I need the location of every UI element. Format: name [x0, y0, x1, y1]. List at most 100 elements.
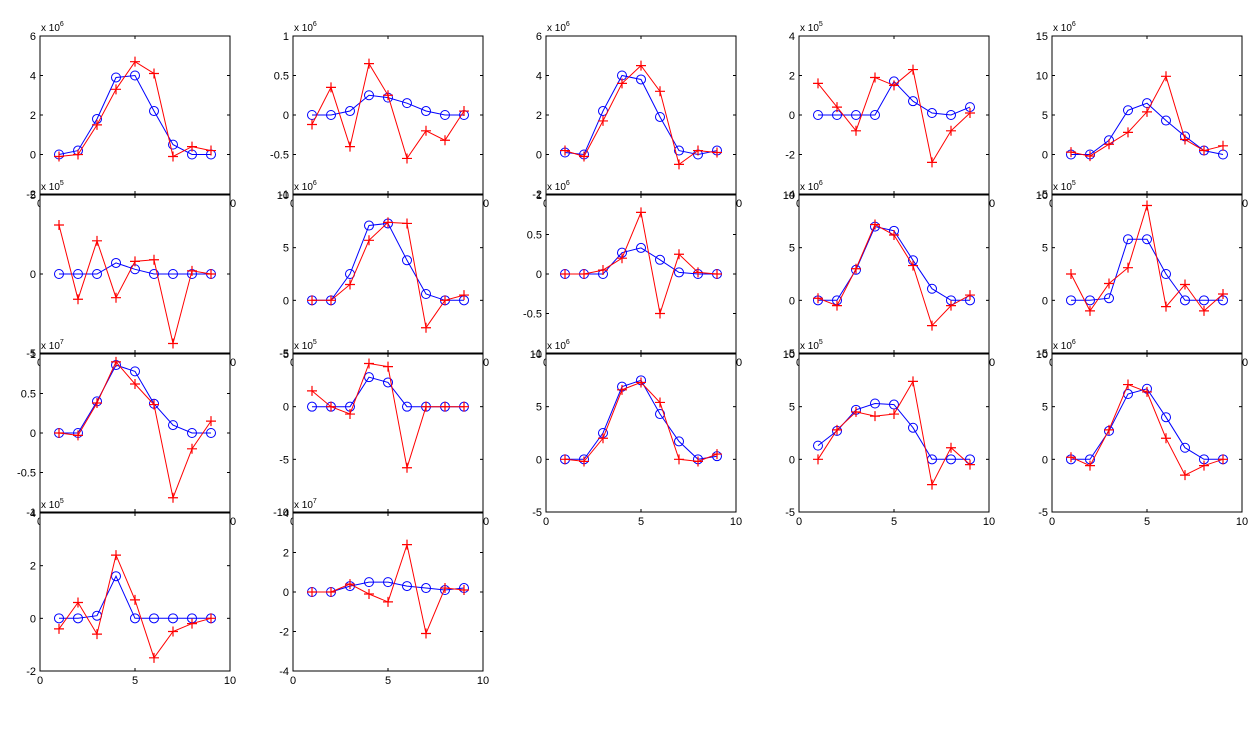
- series-2-point: [693, 456, 703, 467]
- series-2-point: [402, 218, 412, 229]
- x-tick-label: 5: [132, 675, 138, 687]
- series-2-point: [946, 125, 956, 136]
- series-1-line: [59, 364, 211, 434]
- series-2-point: [345, 409, 355, 420]
- y-tick-label: 0: [30, 428, 36, 440]
- series-1-point: [168, 139, 178, 150]
- series-2-point: [1142, 200, 1152, 211]
- series-2-point: [617, 78, 627, 89]
- y-tick-label: -5: [532, 507, 542, 519]
- series-1-point: [674, 436, 684, 447]
- series-2-point: [889, 80, 899, 91]
- y-multiplier-label: x 106: [1053, 339, 1076, 352]
- series-1-point: [149, 106, 159, 117]
- series-1-point: [1199, 295, 1209, 306]
- series-2-point: [440, 135, 450, 146]
- subplot-17: 0 5 10 -4 -2 0 2 4 x 107: [279, 498, 489, 687]
- series-2-point: [54, 220, 64, 231]
- series-2-point: [832, 300, 842, 311]
- series-2-point: [402, 539, 412, 550]
- series-1-point: [636, 242, 646, 253]
- series-1-point: [1142, 234, 1152, 245]
- y-multiplier-label: x 106: [41, 21, 64, 34]
- series-1-point: [130, 366, 140, 377]
- y-tick-label: 5: [1042, 243, 1048, 255]
- series-2-point: [73, 597, 83, 608]
- axes-box: [292, 353, 484, 513]
- series-1-point: [73, 613, 83, 624]
- series-1-point: [655, 409, 665, 420]
- series-2-point: [149, 399, 159, 410]
- y-multiplier-exponent: 6: [60, 21, 64, 28]
- series-2-point: [1199, 460, 1209, 471]
- series-1-line: [59, 575, 211, 619]
- x-tick-label: 10: [224, 675, 236, 687]
- series-2-point: [149, 68, 159, 79]
- y-tick-label: 0.5: [21, 389, 36, 401]
- series-2-point: [383, 217, 393, 228]
- series-2-point: [130, 379, 140, 390]
- series-1-point: [364, 372, 374, 383]
- y-tick-label: -1: [532, 348, 542, 360]
- series-1-point: [402, 255, 412, 266]
- series-2-point: [149, 254, 159, 265]
- series-2-point: [383, 596, 393, 607]
- series-1-line: [59, 262, 211, 275]
- series-2-point: [560, 145, 570, 156]
- series-1-point: [92, 269, 102, 279]
- series-2-point: [851, 406, 861, 417]
- series-2-point: [206, 416, 216, 427]
- series-2-point: [421, 628, 431, 639]
- series-1-point: [1123, 105, 1133, 116]
- series-2-point: [636, 207, 646, 218]
- series-2-point: [908, 64, 918, 75]
- y-multiplier-exponent: 6: [566, 339, 570, 346]
- series-1-point: [402, 581, 412, 592]
- series-2-point: [326, 82, 336, 93]
- y-tick-label: -0.5: [270, 150, 289, 162]
- series-2-point: [459, 106, 469, 117]
- series-2-point: [965, 108, 975, 119]
- y-tick-label: 0: [1042, 295, 1048, 307]
- series-1-point: [1085, 295, 1095, 306]
- y-multiplier-exponent: 7: [313, 498, 317, 505]
- series-1-point: [946, 110, 956, 120]
- y-tick-label: 5: [1042, 402, 1048, 414]
- series-2-point: [345, 141, 355, 152]
- y-tick-label: 5: [1042, 110, 1048, 122]
- series-2-point: [73, 430, 83, 441]
- y-tick-label: 0: [283, 295, 289, 307]
- y-tick-label: 10: [1036, 71, 1048, 83]
- y-tick-label: 10: [277, 190, 289, 202]
- series-2-point: [1123, 127, 1133, 138]
- series-2-point: [693, 145, 703, 156]
- series-2-point: [1218, 140, 1228, 151]
- axes-box: [1051, 353, 1243, 513]
- y-tick-label: -5: [785, 348, 795, 360]
- series-2-point: [598, 115, 608, 126]
- series-2-point: [383, 90, 393, 101]
- series-2-point: [364, 588, 374, 599]
- series-1-point: [54, 269, 64, 279]
- series-1-line: [58, 74, 211, 155]
- series-1-point: [1161, 412, 1171, 423]
- y-tick-label: 0.5: [527, 230, 542, 242]
- series-2-point: [206, 145, 216, 156]
- series-2-point: [440, 401, 450, 412]
- series-2-point: [712, 449, 722, 460]
- y-tick-label: -2: [279, 627, 289, 639]
- series-1-point: [908, 422, 918, 433]
- series-2-point: [1142, 106, 1152, 117]
- series-2-point: [813, 454, 823, 465]
- series-2-point: [870, 72, 880, 83]
- y-multiplier-exponent: 6: [313, 180, 317, 187]
- y-multiplier-label: x 105: [800, 339, 823, 352]
- series-2-point: [130, 56, 140, 67]
- series-1-point: [149, 613, 159, 624]
- series-1-point: [421, 106, 431, 117]
- series-1-line: [564, 74, 718, 156]
- series-2-point: [1180, 134, 1190, 145]
- y-tick-label: 2: [30, 110, 36, 122]
